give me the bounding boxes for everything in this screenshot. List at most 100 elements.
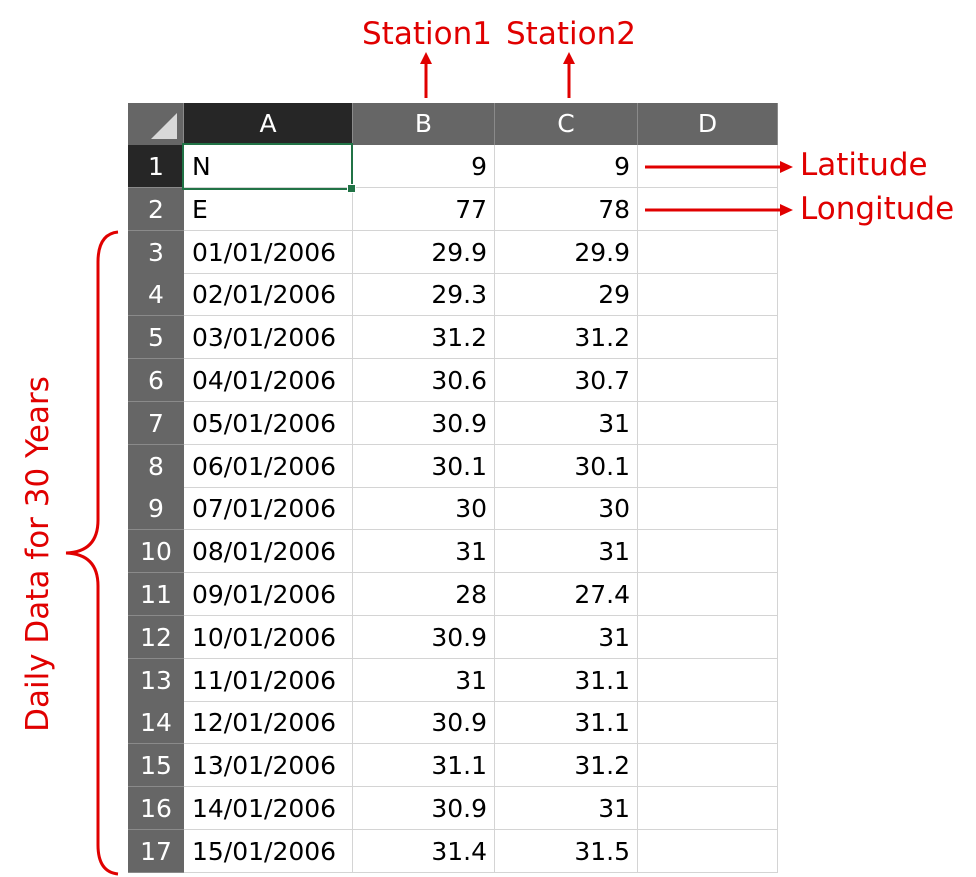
cell-b[interactable]: 30.1	[353, 444, 495, 488]
row-header[interactable]: 4	[128, 273, 184, 317]
cell-a[interactable]: E	[184, 187, 353, 231]
row-header[interactable]: 6	[128, 359, 184, 402]
cell-c[interactable]: 30.7	[495, 359, 638, 402]
select-all-button[interactable]	[128, 103, 184, 145]
cell-d[interactable]	[638, 230, 778, 274]
cell-c[interactable]: 27.4	[495, 573, 638, 616]
row-header[interactable]: 8	[128, 444, 184, 488]
table-row: 17 15/01/2006 31.4 31.5	[128, 829, 778, 873]
cell-a[interactable]: 01/01/2006	[184, 230, 353, 274]
cell-b[interactable]: 31	[353, 658, 495, 702]
cell-b[interactable]: 30.6	[353, 359, 495, 402]
cell-d[interactable]	[638, 744, 778, 788]
cell-c[interactable]: 31	[495, 530, 638, 574]
cell-c[interactable]: 31.5	[495, 829, 638, 873]
cell-b[interactable]: 30	[353, 487, 495, 531]
table-row: 4 02/01/2006 29.3 29	[128, 273, 778, 317]
cell-c[interactable]: 31	[495, 787, 638, 830]
cell-c[interactable]: 31.2	[495, 744, 638, 788]
cell-c[interactable]: 31	[495, 615, 638, 659]
row-header[interactable]: 11	[128, 573, 184, 616]
active-cell-selection[interactable]	[182, 143, 356, 193]
cell-b[interactable]: 31.2	[353, 316, 495, 360]
cell-b[interactable]: 30.9	[353, 701, 495, 745]
latitude-arrowhead	[780, 161, 793, 173]
row-header[interactable]: 15	[128, 744, 184, 788]
row-header[interactable]: 2	[128, 187, 184, 231]
cell-b[interactable]: 30.9	[353, 787, 495, 830]
cell-a[interactable]: 04/01/2006	[184, 359, 353, 402]
select-all-triangle-icon	[151, 113, 177, 139]
cell-b[interactable]: 9	[353, 145, 495, 188]
row-header[interactable]: 5	[128, 316, 184, 360]
cell-c[interactable]: 29.9	[495, 230, 638, 274]
row-header[interactable]: 17	[128, 829, 184, 873]
cell-c[interactable]: 29	[495, 273, 638, 317]
cell-d[interactable]	[638, 829, 778, 873]
row-header[interactable]: 10	[128, 530, 184, 574]
cell-b[interactable]: 77	[353, 187, 495, 231]
cell-d[interactable]	[638, 658, 778, 702]
row-header[interactable]: 12	[128, 615, 184, 659]
cell-c[interactable]: 30.1	[495, 444, 638, 488]
row-header[interactable]: 1	[128, 145, 184, 188]
cell-a[interactable]: 02/01/2006	[184, 273, 353, 317]
cell-d[interactable]	[638, 701, 778, 745]
cell-c[interactable]: 78	[495, 187, 638, 231]
table-row: 11 09/01/2006 28 27.4	[128, 573, 778, 616]
fill-handle[interactable]	[347, 184, 356, 193]
row-header[interactable]: 9	[128, 487, 184, 531]
cell-a[interactable]: 12/01/2006	[184, 701, 353, 745]
column-header-d[interactable]: D	[638, 103, 778, 145]
cell-b[interactable]: 30.9	[353, 615, 495, 659]
cell-d[interactable]	[638, 273, 778, 317]
cell-a[interactable]: 06/01/2006	[184, 444, 353, 488]
cell-b[interactable]: 31.4	[353, 829, 495, 873]
row-header[interactable]: 16	[128, 787, 184, 830]
cell-a[interactable]: 05/01/2006	[184, 401, 353, 445]
daily-data-label: Daily Data for 30 Years	[20, 376, 56, 732]
cell-a[interactable]: 03/01/2006	[184, 316, 353, 360]
cell-a[interactable]: 13/01/2006	[184, 744, 353, 788]
table-row: 2 E 77 78	[128, 187, 778, 231]
cell-a[interactable]: 15/01/2006	[184, 829, 353, 873]
cell-a[interactable]: 14/01/2006	[184, 787, 353, 830]
cell-d[interactable]	[638, 359, 778, 402]
row-header[interactable]: 7	[128, 401, 184, 445]
cell-c[interactable]: 9	[495, 145, 638, 188]
cell-a[interactable]: 10/01/2006	[184, 615, 353, 659]
cell-b[interactable]: 29.3	[353, 273, 495, 317]
station1-arrowhead	[420, 52, 432, 64]
cell-d[interactable]	[638, 530, 778, 574]
cell-c[interactable]: 30	[495, 487, 638, 531]
longitude-arrowhead	[780, 204, 793, 216]
cell-d[interactable]	[638, 401, 778, 445]
cell-d[interactable]	[638, 487, 778, 531]
cell-b[interactable]: 30.9	[353, 401, 495, 445]
column-header-c[interactable]: C	[495, 103, 638, 145]
row-header[interactable]: 3	[128, 230, 184, 274]
cell-a[interactable]: 11/01/2006	[184, 658, 353, 702]
station2-arrowhead	[563, 52, 575, 64]
cell-d[interactable]	[638, 615, 778, 659]
cell-d[interactable]	[638, 573, 778, 616]
column-header-a[interactable]: A	[184, 103, 353, 145]
cell-b[interactable]: 29.9	[353, 230, 495, 274]
cell-c[interactable]: 31	[495, 401, 638, 445]
cell-c[interactable]: 31.2	[495, 316, 638, 360]
cell-d[interactable]	[638, 444, 778, 488]
cell-b[interactable]: 31	[353, 530, 495, 574]
cell-b[interactable]: 31.1	[353, 744, 495, 788]
cell-d[interactable]	[638, 316, 778, 360]
cell-a[interactable]: 08/01/2006	[184, 530, 353, 574]
row-header[interactable]: 14	[128, 701, 184, 745]
table-row: 10 08/01/2006 31 31	[128, 530, 778, 574]
cell-a[interactable]: 09/01/2006	[184, 573, 353, 616]
cell-a[interactable]: 07/01/2006	[184, 487, 353, 531]
cell-c[interactable]: 31.1	[495, 658, 638, 702]
column-header-b[interactable]: B	[353, 103, 495, 145]
cell-c[interactable]: 31.1	[495, 701, 638, 745]
cell-b[interactable]: 28	[353, 573, 495, 616]
row-header[interactable]: 13	[128, 658, 184, 702]
cell-d[interactable]	[638, 787, 778, 830]
